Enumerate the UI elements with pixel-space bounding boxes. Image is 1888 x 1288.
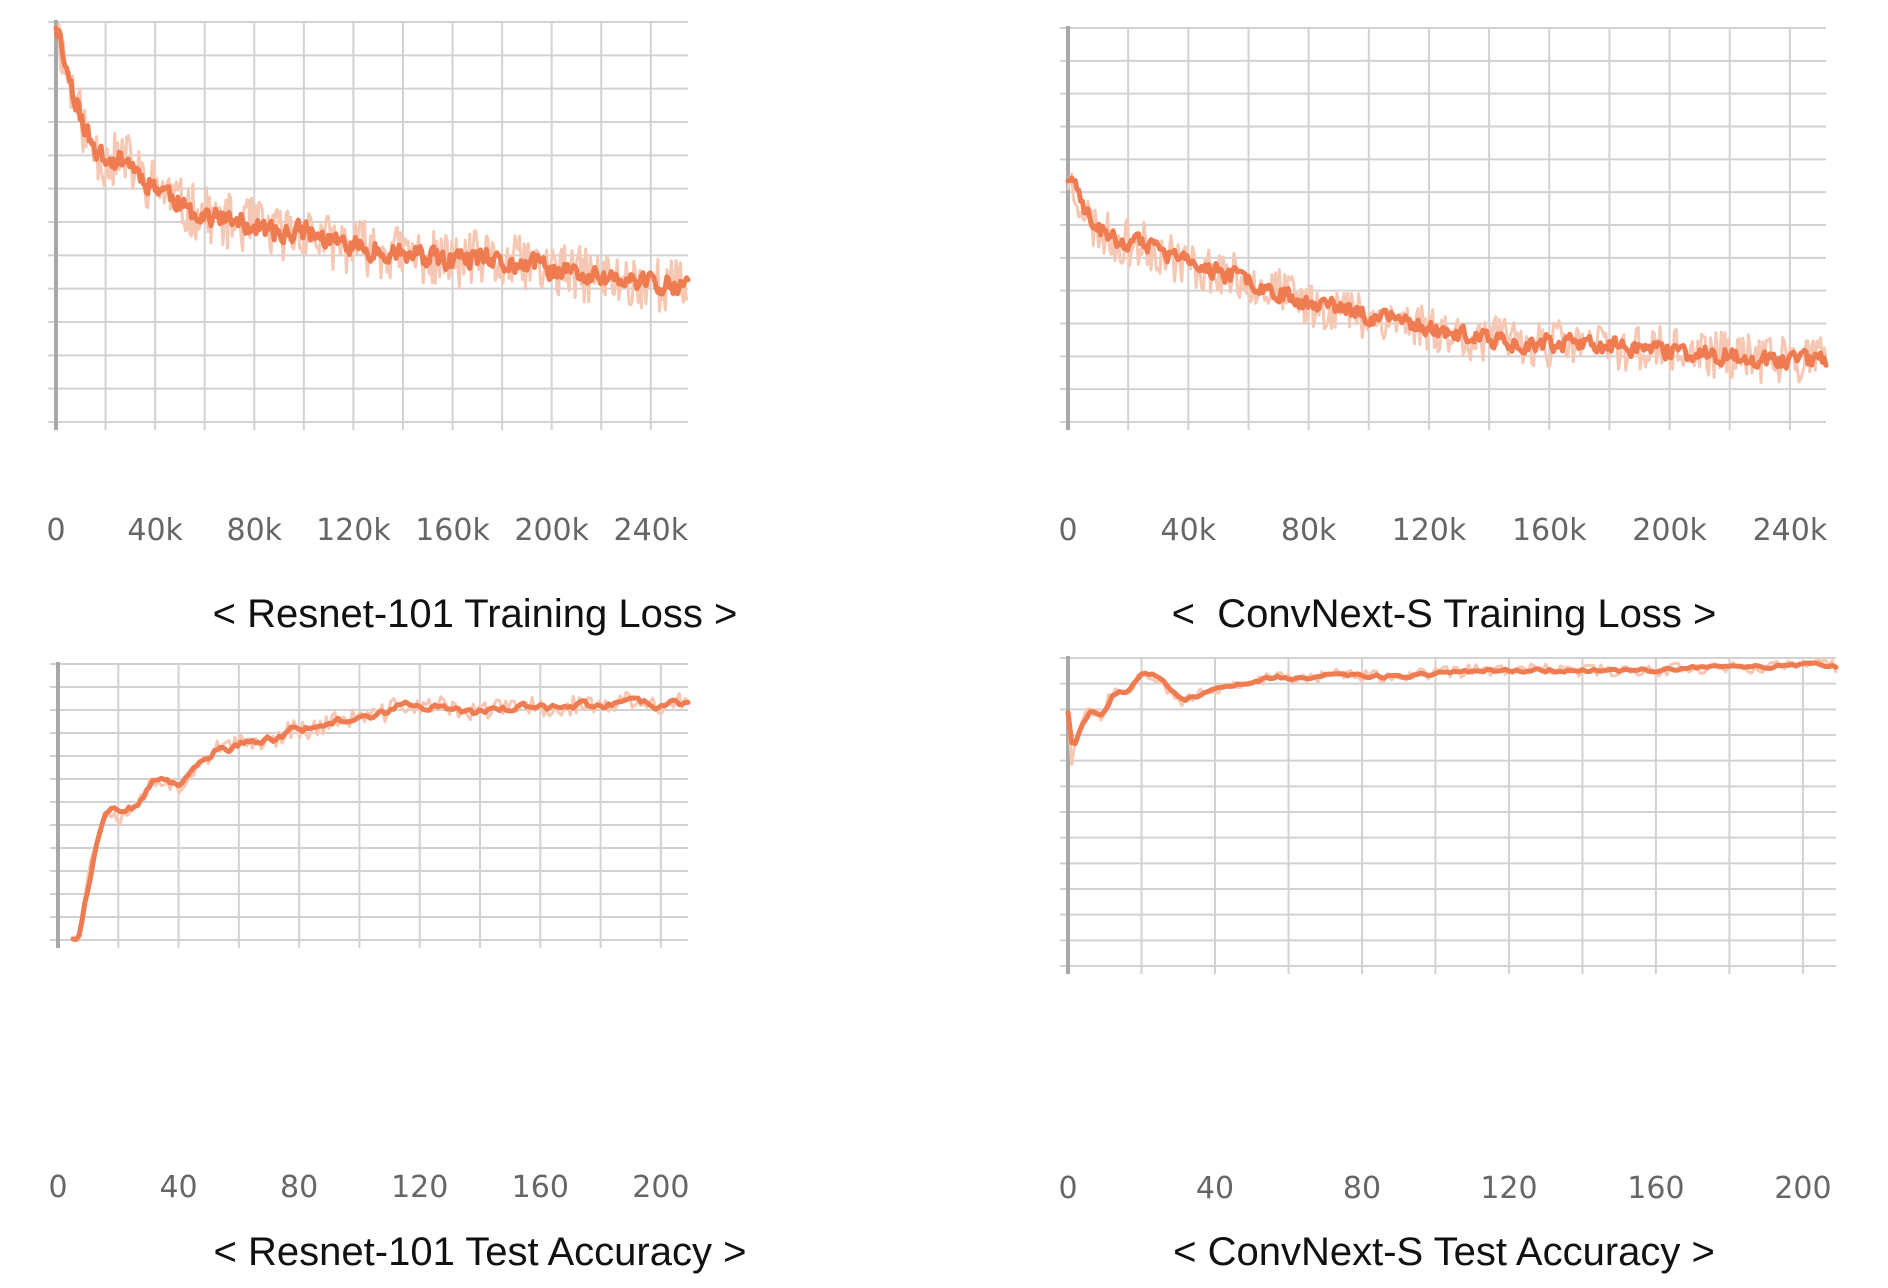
x-tick-label: 80	[280, 1170, 318, 1205]
chart-svg: 0 40k 80k 120k 160k 200k 240k	[46, 20, 691, 548]
x-tick-label: 200	[632, 1170, 689, 1205]
smoothed-series-line	[1065, 175, 1829, 371]
x-tick-label: 40	[159, 1170, 197, 1205]
chart-title: < ConvNext-S Training Loss >	[1171, 592, 1717, 636]
smoothed-series-line	[53, 25, 691, 297]
x-tick-label: 200	[1774, 1171, 1831, 1206]
x-tick-label: 0	[1058, 513, 1077, 548]
x-tick-label: 40	[1196, 1171, 1234, 1206]
x-tick-label: 120k	[1392, 513, 1467, 548]
x-tick-label: 160k	[415, 513, 490, 548]
chart-panel-resnet-accuracy: 0 40 80 120 160 200 < Resnet-101 Test Accurac…	[0, 644, 944, 1288]
chart-panel-resnet-loss: 0 40k 80k 120k 160k 200k 240k < Resnet-101 Tra…	[0, 0, 944, 644]
chart-panel-convnext-loss: 0 40k 80k 120k 160k 200k 240k < ConvNext-S Tra…	[944, 0, 1888, 644]
chart-title: < Resnet-101 Training Loss >	[212, 592, 738, 636]
x-tick-label: 120k	[316, 513, 391, 548]
x-tick-label: 80	[1343, 1171, 1381, 1206]
chart-svg: 0 40k 80k 120k 160k 200k 240k	[1058, 26, 1829, 548]
chart-title: < ConvNext-S Test Accuracy >	[1173, 1230, 1715, 1274]
raw-series-line	[73, 690, 690, 942]
x-tick-label: 200k	[1632, 513, 1707, 548]
x-tick-label: 0	[48, 1170, 67, 1205]
x-tick-label: 0	[1058, 1171, 1077, 1206]
x-tick-label: 40k	[127, 513, 183, 548]
x-tick-label: 0	[46, 513, 65, 548]
x-tick-label: 200k	[514, 513, 589, 548]
x-tick-label: 120	[1480, 1171, 1537, 1206]
x-tick-label: 40k	[1161, 513, 1217, 548]
x-tick-label: 160	[512, 1170, 569, 1205]
x-tick-label: 160k	[1512, 513, 1587, 548]
smoothed-series-line	[70, 695, 691, 942]
x-tick-label: 240k	[1753, 513, 1828, 548]
x-tick-label: 240k	[614, 513, 689, 548]
chart-svg: 0 40 80 120 160 200	[48, 662, 691, 1205]
x-tick-label: 120	[391, 1170, 448, 1205]
smoothed-series-line	[1065, 660, 1839, 746]
x-tick-label: 160	[1627, 1171, 1684, 1206]
chart-panel-convnext-accuracy: 0 40 80 120 160 200 < ConvNext-S Test Accurac…	[944, 644, 1888, 1288]
x-tick-label: 80k	[227, 513, 283, 548]
chart-title: < Resnet-101 Test Accuracy >	[213, 1230, 747, 1274]
chart-svg: 0 40 80 120 160 200	[1058, 656, 1839, 1206]
x-tick-label: 80k	[1281, 513, 1337, 548]
